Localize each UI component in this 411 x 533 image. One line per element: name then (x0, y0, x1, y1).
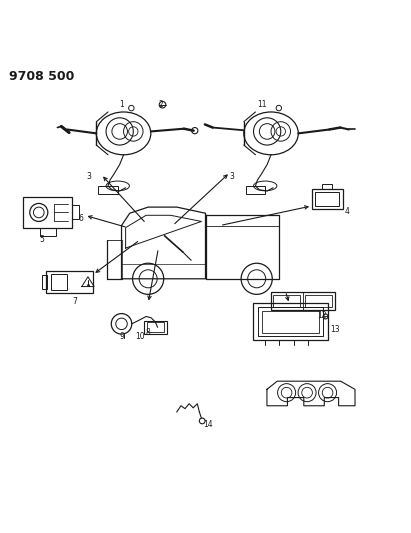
Bar (271, 292, 335, 310)
Text: 14: 14 (203, 419, 212, 429)
Bar (51, 274, 67, 290)
Bar (72, 205, 79, 220)
Bar (253, 303, 328, 340)
Bar (258, 308, 323, 336)
Bar (46, 271, 93, 293)
Bar (144, 321, 166, 334)
Bar (23, 197, 72, 228)
Bar (322, 184, 332, 189)
Text: 13: 13 (330, 326, 339, 335)
Text: 3: 3 (230, 172, 235, 181)
Bar (262, 311, 319, 333)
Text: 7: 7 (72, 297, 77, 306)
Text: 4: 4 (344, 207, 349, 216)
Bar (42, 274, 46, 289)
Text: 9708 500: 9708 500 (9, 70, 74, 83)
Text: 11: 11 (257, 100, 266, 109)
Bar (312, 189, 343, 209)
Bar (273, 295, 300, 307)
Text: 1: 1 (119, 100, 124, 109)
Bar (146, 322, 164, 333)
Bar (305, 295, 332, 307)
Text: 5: 5 (39, 236, 44, 244)
Bar (315, 192, 339, 206)
Text: 3: 3 (86, 172, 91, 181)
Bar (98, 186, 118, 193)
Text: 9: 9 (119, 332, 124, 341)
Text: 2: 2 (158, 100, 163, 109)
Text: 6: 6 (78, 214, 83, 223)
Text: 8: 8 (146, 328, 150, 336)
Text: 12: 12 (317, 311, 327, 320)
Bar (39, 229, 56, 236)
Bar (246, 186, 265, 193)
Text: 10: 10 (135, 332, 145, 341)
